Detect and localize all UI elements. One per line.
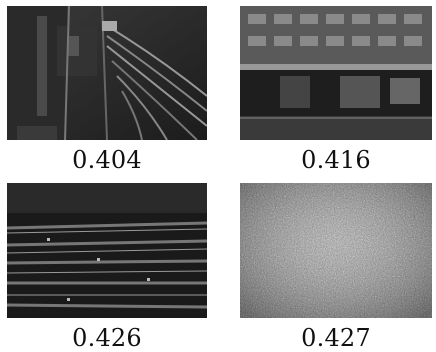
thumbnail-storefront [240, 6, 432, 140]
thumbnail-gravel-texture [240, 183, 432, 318]
thumbnail-parallel-rows [7, 183, 207, 318]
score-label: 0.416 [301, 146, 371, 174]
score-label: 0.404 [72, 146, 142, 174]
thumbnail-railway-tracks [7, 6, 207, 140]
score-label: 0.426 [72, 324, 142, 352]
score-label: 0.427 [301, 324, 371, 352]
